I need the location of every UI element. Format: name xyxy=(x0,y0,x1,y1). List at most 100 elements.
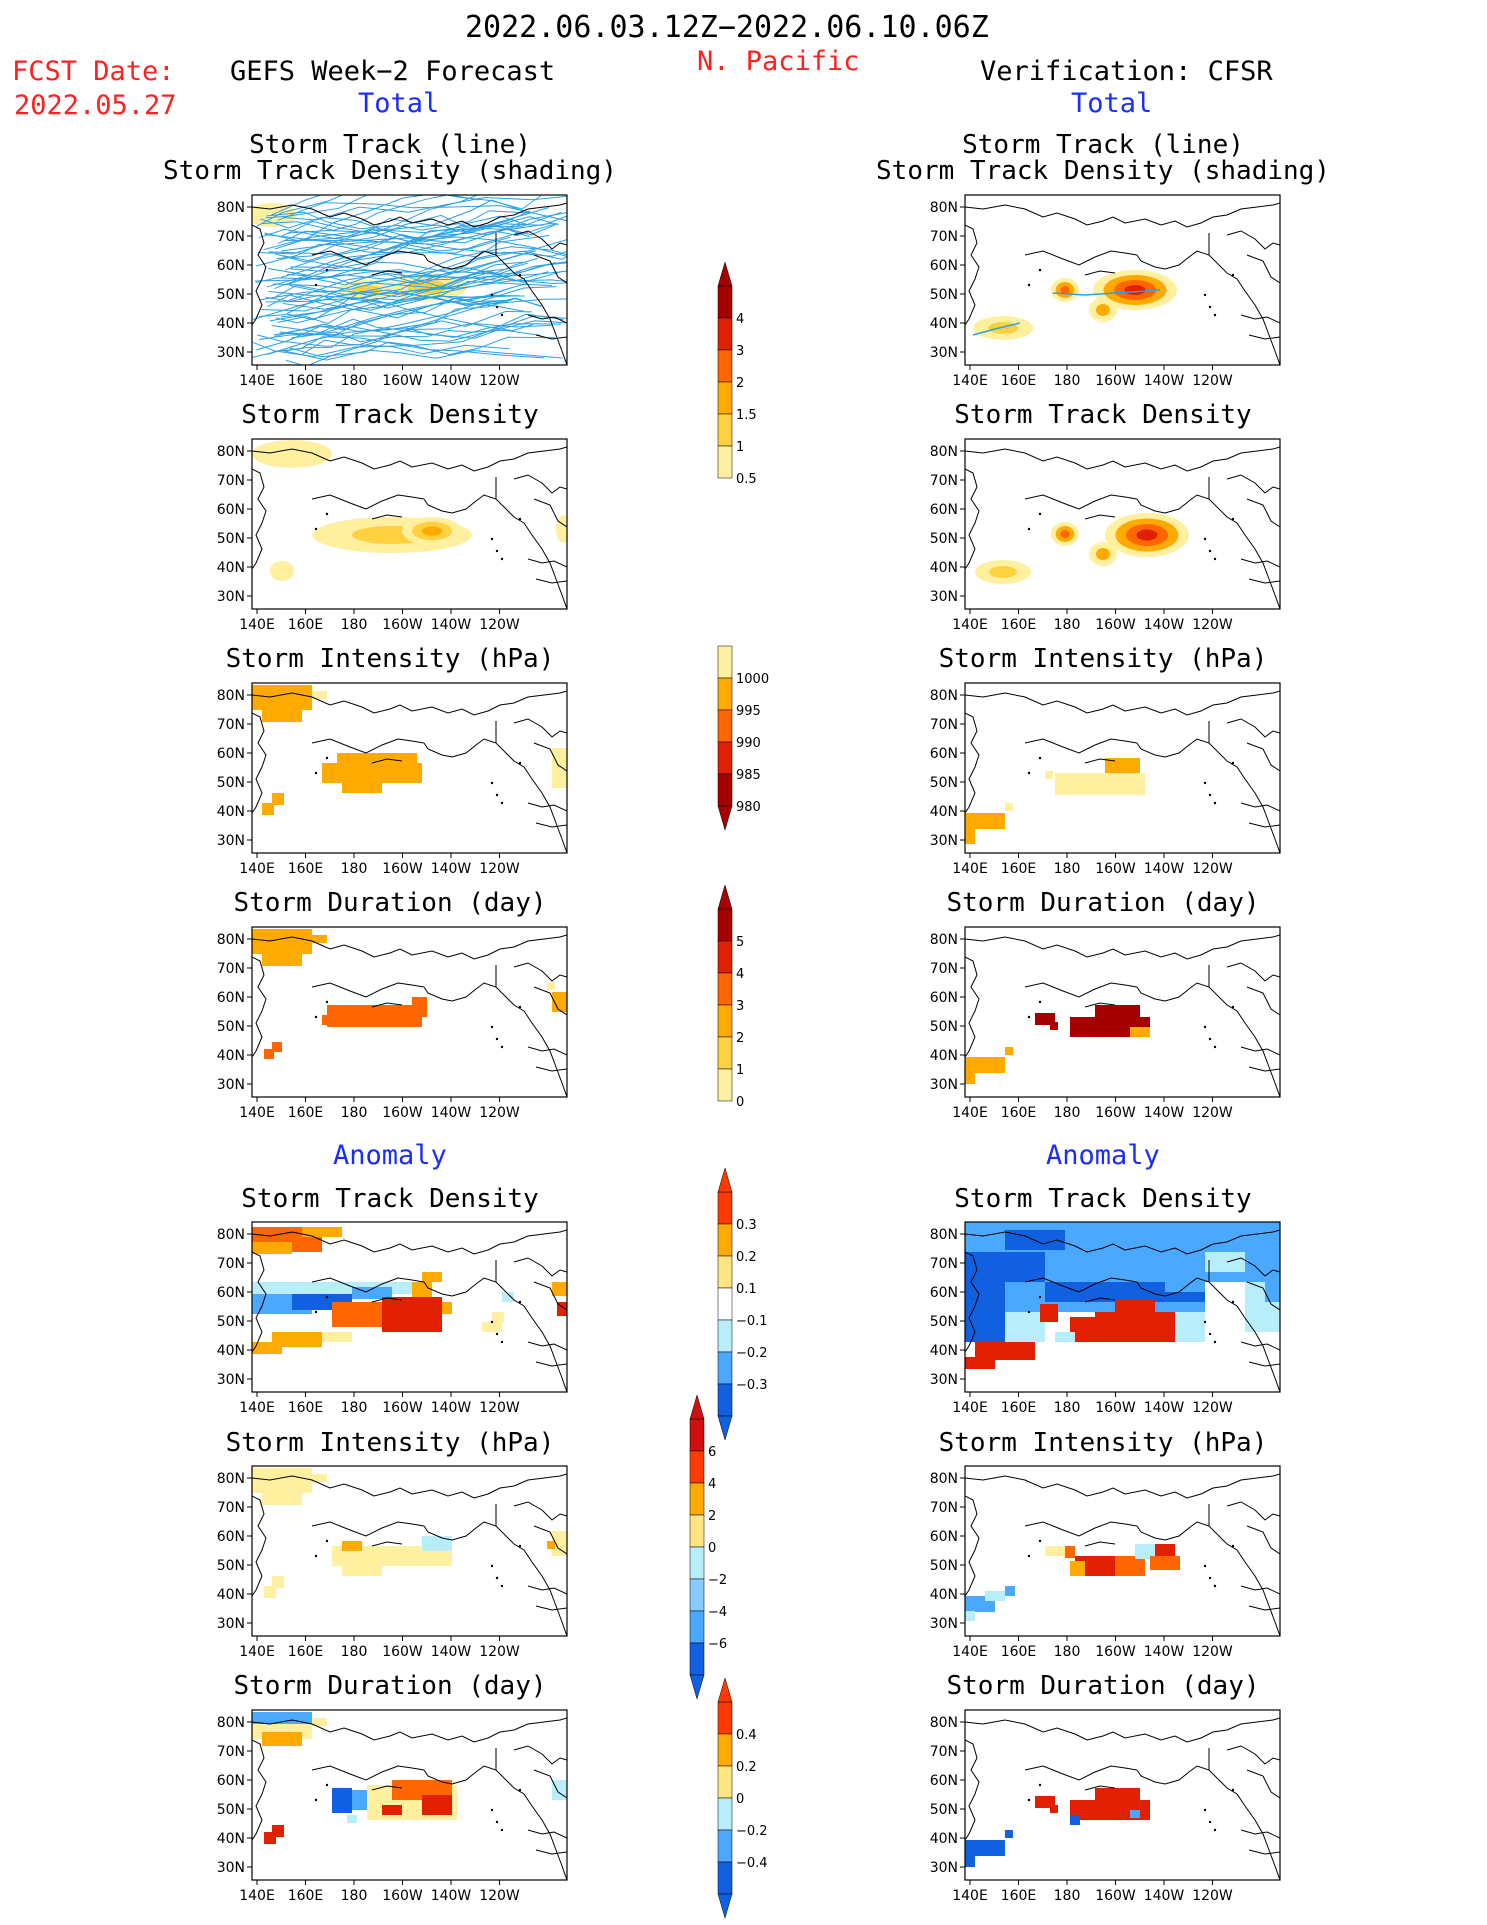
lon-tick-label: 140E xyxy=(239,1400,275,1416)
lon-tick-label: 140E xyxy=(239,1888,275,1904)
lon-tick-label: 140E xyxy=(952,373,988,389)
anom-intensity-colorbar: 6 4 2 0 −2 −4 −6 xyxy=(689,1394,770,1700)
lon-tick-label: 180 xyxy=(341,373,368,389)
lon-tick-label: 140E xyxy=(952,617,988,633)
lon-tick-label: 160E xyxy=(288,1888,324,1904)
lat-tick-label: 30N xyxy=(930,345,958,361)
verification-intensity-map: 80N 70N 60N 50N 40N 30N 140E 160E 180 160W 140W 120… xyxy=(923,681,1288,877)
colorbar-swatch xyxy=(717,1287,733,1321)
lat-tick-label: 60N xyxy=(217,990,245,1006)
verification-anom-density-map: 80N 70N 60N 50N 40N 30N 140E 160E 180 160W 140W 120… xyxy=(923,1220,1288,1416)
colorbar-swatch xyxy=(717,1319,733,1353)
lon-tick-label: 140E xyxy=(952,1644,988,1660)
anom-density-colorbar: 0.3 0.2 0.1 −0.1 −0.2 −0.3 xyxy=(717,1167,798,1441)
lat-tick-label: 80N xyxy=(217,932,245,948)
lat-tick-label: 50N xyxy=(217,1558,245,1574)
lat-tick-label: 70N xyxy=(217,717,245,733)
lon-tick-label: 180 xyxy=(341,1888,368,1904)
lon-tick-label: 120W xyxy=(1192,373,1233,389)
colorbar-label: 1000 xyxy=(736,672,769,687)
colorbar-label: 0 xyxy=(736,1095,744,1110)
lon-tick-label: 120W xyxy=(479,861,520,877)
colorbar-swatch xyxy=(717,1036,733,1070)
fcst-date-label: FCST Date: xyxy=(12,56,175,87)
colorbar-label: 6 xyxy=(708,1445,716,1460)
forecast-intensity-title: Storm Intensity (hPa) xyxy=(225,644,555,674)
lon-tick-label: 140W xyxy=(1144,1888,1185,1904)
forecast-track-title-1: Storm Track (line) xyxy=(249,130,531,160)
lon-tick-label: 160E xyxy=(1001,861,1037,877)
verification-anom-intensity-map: 80N 70N 60N 50N 40N 30N 140E 160E 180 160W 140W 120… xyxy=(923,1464,1288,1660)
lat-tick-label: 70N xyxy=(930,1256,958,1272)
colorbar-swatch xyxy=(717,1004,733,1038)
lon-tick-label: 120W xyxy=(1192,1400,1233,1416)
lat-tick-label: 60N xyxy=(930,1285,958,1301)
lat-tick-label: 60N xyxy=(217,1285,245,1301)
forecast-column-title: GEFS Week−2 Forecast xyxy=(230,56,556,87)
lon-tick-label: 160W xyxy=(1095,1400,1136,1416)
colorbar-label: −2 xyxy=(708,1573,727,1588)
lon-tick-label: 180 xyxy=(1054,861,1081,877)
lat-tick-label: 30N xyxy=(217,1616,245,1632)
lat-tick-label: 70N xyxy=(217,1500,245,1516)
lon-tick-label: 140E xyxy=(239,1644,275,1660)
verification-anom-density-title: Storm Track Density xyxy=(954,1184,1252,1214)
colorbar-label: −0.2 xyxy=(736,1824,768,1839)
lon-tick-label: 160W xyxy=(382,617,423,633)
lon-tick-label: 140E xyxy=(952,1400,988,1416)
verification-anom-duration-title: Storm Duration (day) xyxy=(946,1671,1260,1701)
colorbar-swatch xyxy=(689,1546,705,1580)
verification-column-title: Verification: CFSR xyxy=(980,56,1273,87)
lat-tick-label: 80N xyxy=(930,1715,958,1731)
lat-tick-label: 40N xyxy=(930,1048,958,1064)
lon-tick-label: 140E xyxy=(952,1105,988,1121)
verification-total-label: Total xyxy=(1071,88,1153,119)
lat-tick-label: 30N xyxy=(217,1860,245,1876)
lon-tick-label: 140E xyxy=(239,1105,275,1121)
lat-tick-label: 30N xyxy=(930,589,958,605)
lon-tick-label: 140E xyxy=(952,861,988,877)
lon-tick-label: 160W xyxy=(382,1644,423,1660)
lat-tick-label: 50N xyxy=(930,1802,958,1818)
forecast-anom-density-title: Storm Track Density xyxy=(241,1184,539,1214)
lat-tick-label: 40N xyxy=(217,1831,245,1847)
lat-tick-label: 40N xyxy=(217,560,245,576)
lon-tick-label: 120W xyxy=(1192,617,1233,633)
lon-tick-label: 120W xyxy=(479,617,520,633)
colorbar-label: 0 xyxy=(708,1541,716,1556)
colorbar-swatch xyxy=(717,908,733,942)
forecast-total-label: Total xyxy=(358,88,440,119)
lon-tick-label: 140W xyxy=(431,1888,472,1904)
lat-tick-label: 50N xyxy=(217,1314,245,1330)
lon-tick-label: 120W xyxy=(1192,1644,1233,1660)
lat-tick-label: 40N xyxy=(930,1587,958,1603)
forecast-anomaly-label: Anomaly xyxy=(333,1140,447,1171)
lon-tick-label: 140E xyxy=(952,1888,988,1904)
verification-intensity-title: Storm Intensity (hPa) xyxy=(938,644,1268,674)
colorbar-swatch xyxy=(689,1578,705,1612)
colorbar-swatch xyxy=(717,1255,733,1289)
lat-tick-label: 80N xyxy=(217,1471,245,1487)
lat-tick-label: 60N xyxy=(930,990,958,1006)
lat-tick-label: 40N xyxy=(217,1343,245,1359)
colorbar-label: 2 xyxy=(736,1031,744,1046)
lon-tick-label: 120W xyxy=(1192,861,1233,877)
colorbar-label: 1 xyxy=(736,440,744,455)
lat-tick-label: 40N xyxy=(930,1343,958,1359)
colorbar-swatch xyxy=(689,1418,705,1452)
colorbar-swatch xyxy=(717,317,733,351)
colorbar-label: 0.5 xyxy=(736,472,757,487)
lat-tick-label: 30N xyxy=(217,1372,245,1388)
lat-tick-label: 50N xyxy=(217,531,245,547)
lon-tick-label: 140W xyxy=(1144,1400,1185,1416)
lat-tick-label: 50N xyxy=(930,1558,958,1574)
lon-tick-label: 120W xyxy=(479,1644,520,1660)
period-title: 2022.06.03.12Z−2022.06.10.06Z xyxy=(465,10,989,45)
lat-tick-label: 70N xyxy=(930,1500,958,1516)
lon-tick-label: 140W xyxy=(1144,373,1185,389)
lon-tick-label: 160E xyxy=(1001,1644,1037,1660)
lat-tick-label: 60N xyxy=(930,1529,958,1545)
verification-duration-map: 80N 70N 60N 50N 40N 30N 140E 160E 180 160W 140W 120… xyxy=(923,925,1288,1121)
lon-tick-label: 120W xyxy=(1192,1888,1233,1904)
colorbar-label: 4 xyxy=(708,1477,716,1492)
